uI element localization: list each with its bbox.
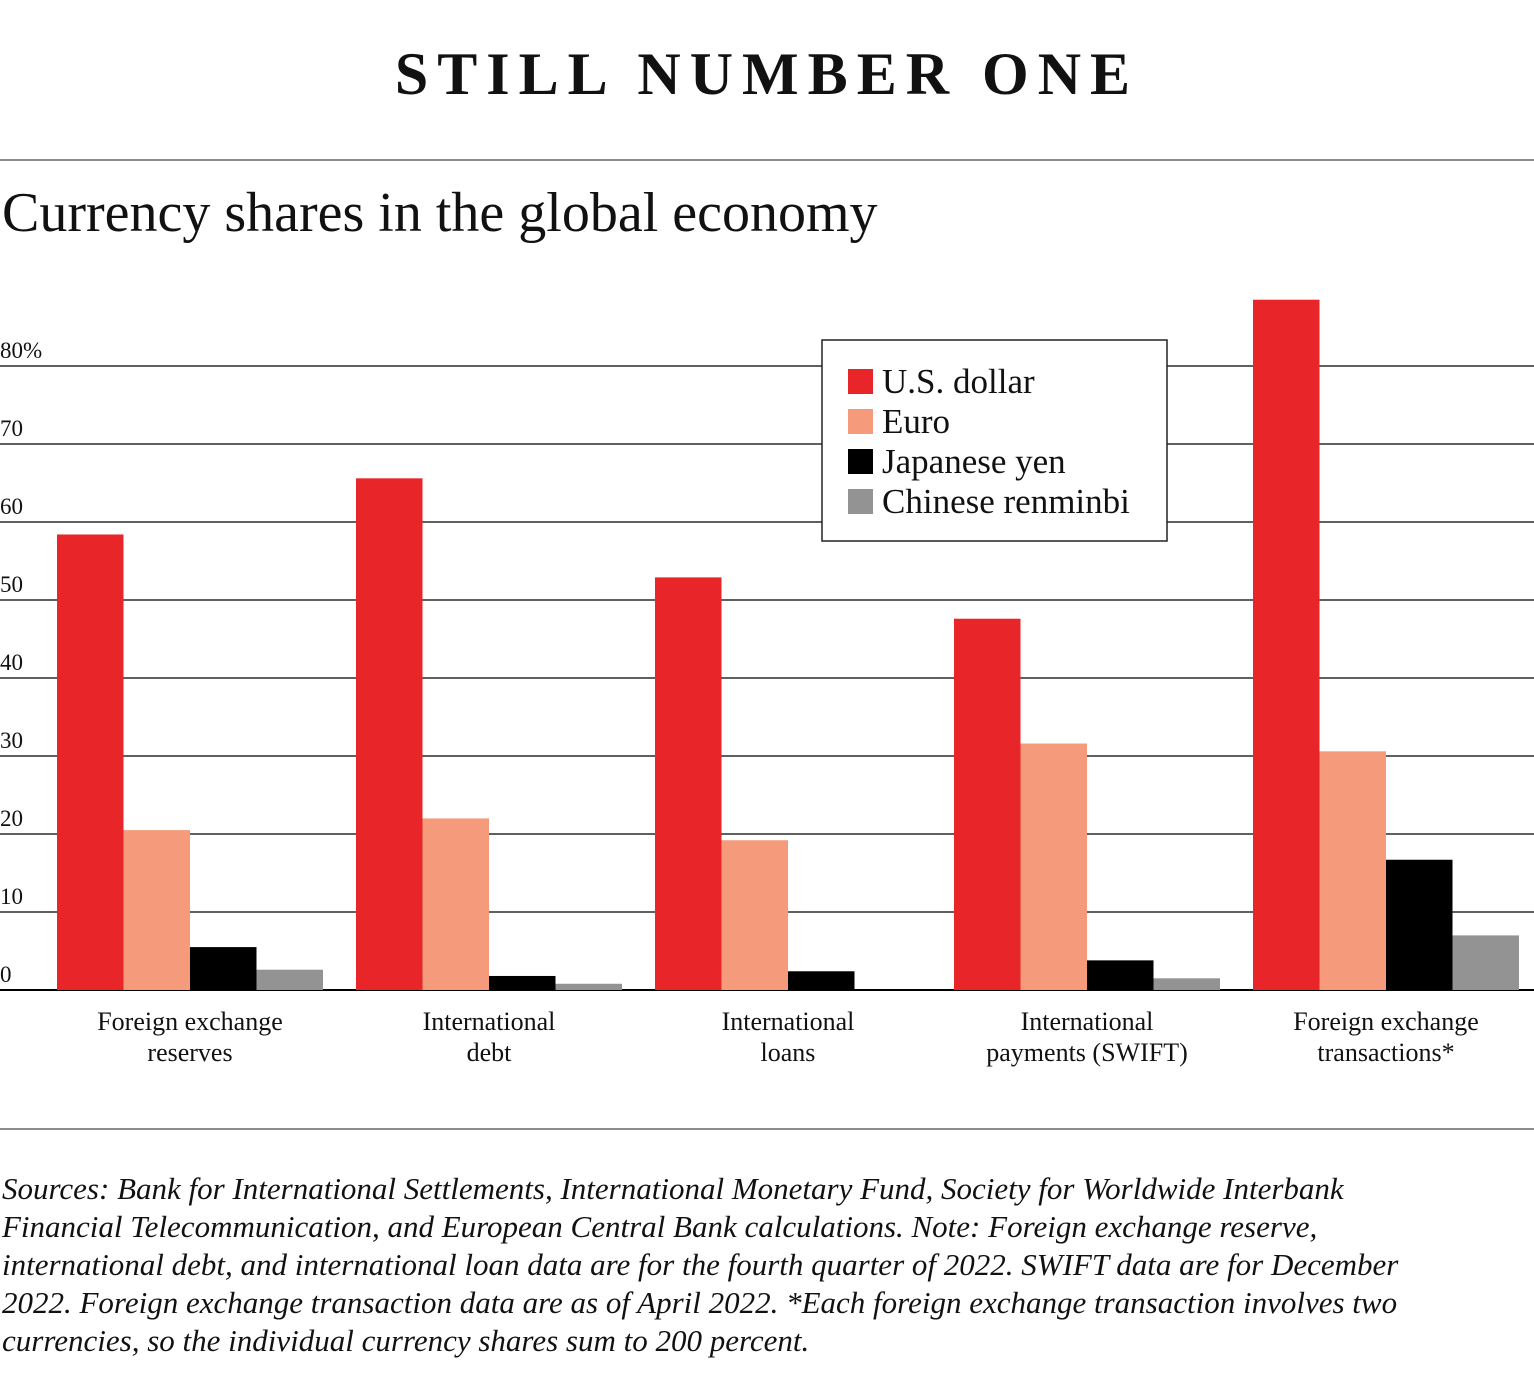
y-tick-label: 80% (0, 338, 42, 363)
bar (1020, 743, 1087, 990)
bars (57, 299, 1519, 990)
bar-chart: 0 10 20 30 40 50 60 70 80% Foreign exchange reser… (0, 299, 1534, 1067)
x-category-label: International payments (SWIFT) (986, 1007, 1187, 1067)
bar (190, 947, 257, 990)
bar (1319, 751, 1386, 990)
legend-swatch (848, 449, 873, 474)
y-tick-label: 40 (0, 650, 23, 675)
top-divider (0, 159, 1534, 161)
bottom-divider (0, 1128, 1534, 1130)
sources-and-notes: Sources: Bank for International Settleme… (2, 1171, 1399, 1358)
bar (356, 478, 423, 990)
bar (57, 534, 124, 990)
y-tick-label: 0 (0, 962, 12, 987)
bar (788, 971, 855, 990)
x-category-label: International debt (423, 1007, 556, 1067)
bar (489, 975, 556, 990)
y-tick-label: 70 (0, 416, 23, 441)
bar (1153, 978, 1220, 990)
bar (1386, 859, 1453, 990)
bar (954, 618, 1021, 990)
legend-box (821, 339, 1168, 542)
chart-title: Currency shares in the global economy (2, 182, 878, 244)
bar (555, 983, 622, 990)
y-tick-label: 20 (0, 806, 23, 831)
legend-label: Euro (882, 402, 950, 441)
legend-swatch (848, 409, 873, 434)
chart-headline: STILL NUMBER ONE (394, 41, 1140, 107)
y-tick-label: 60 (0, 494, 23, 519)
legend-label: U.S. dollar (882, 362, 1035, 401)
bar (1253, 299, 1320, 990)
x-category-label: Foreign exchange transactions* (1293, 1007, 1479, 1067)
bar (422, 818, 489, 990)
y-tick-label: 30 (0, 728, 23, 753)
x-category-label: International loans (722, 1007, 855, 1067)
y-axis-tick-labels: 0 10 20 30 40 50 60 70 80% (0, 338, 42, 987)
bar (1452, 935, 1519, 990)
x-axis-category-labels: Foreign exchange reserves International deb… (97, 1007, 1479, 1067)
y-tick-label: 10 (0, 884, 23, 909)
bar (1087, 960, 1154, 990)
bar (256, 969, 323, 990)
legend-swatch (848, 489, 873, 514)
legend-swatch (848, 369, 873, 394)
x-category-label: Foreign exchange reserves (97, 1007, 283, 1067)
legend-label: Japanese yen (882, 442, 1066, 481)
legend-label: Chinese renminbi (882, 482, 1130, 521)
bar (721, 840, 788, 990)
y-tick-label: 50 (0, 572, 23, 597)
bar (123, 830, 190, 990)
bar (655, 577, 722, 990)
